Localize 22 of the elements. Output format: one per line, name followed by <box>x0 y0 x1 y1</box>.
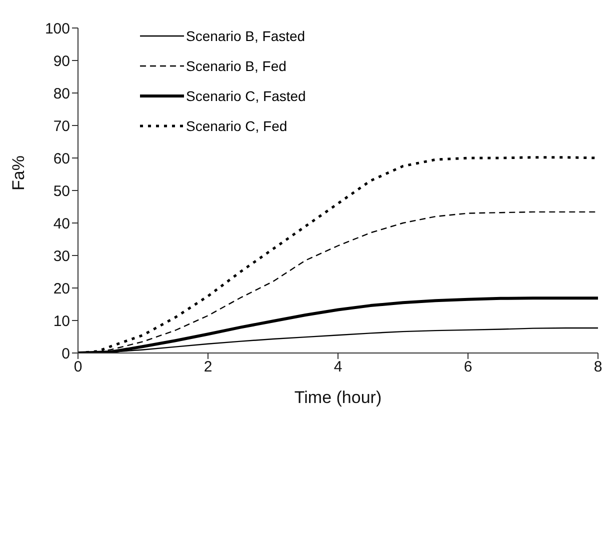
y-tick-label: 30 <box>53 248 70 265</box>
x-tick-label: 6 <box>464 358 472 376</box>
y-axis-title: Fa% <box>9 156 28 190</box>
legend-label: Scenario B, Fed <box>186 58 288 74</box>
x-tick-label: 4 <box>334 358 342 376</box>
y-tick-label: 70 <box>53 118 70 135</box>
legend-label: Scenario C, Fasted <box>186 88 307 104</box>
y-tick-label: 40 <box>53 215 70 232</box>
x-axis-title: Time (hour) <box>294 388 382 407</box>
y-tick-label: 0 <box>62 345 70 362</box>
y-tick-label: 20 <box>53 280 70 298</box>
y-tick-label: 10 <box>53 312 70 330</box>
legend-label: Scenario B, Fasted <box>186 28 306 44</box>
y-tick-label: 90 <box>53 52 70 70</box>
x-tick-label: 2 <box>204 358 212 376</box>
y-tick-label: 50 <box>53 182 70 200</box>
y-tick-label: 80 <box>53 85 70 102</box>
x-tick-label: 8 <box>594 358 602 376</box>
y-tick-label: 100 <box>44 20 70 38</box>
x-tick-label: 0 <box>74 358 82 376</box>
legend-label: Scenario C, Fed <box>186 118 288 134</box>
y-tick-label: 60 <box>53 150 70 168</box>
